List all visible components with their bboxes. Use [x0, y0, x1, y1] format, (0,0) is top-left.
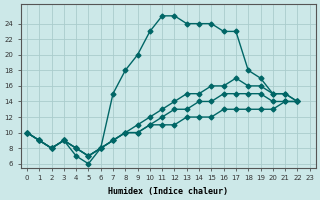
- X-axis label: Humidex (Indice chaleur): Humidex (Indice chaleur): [108, 187, 228, 196]
